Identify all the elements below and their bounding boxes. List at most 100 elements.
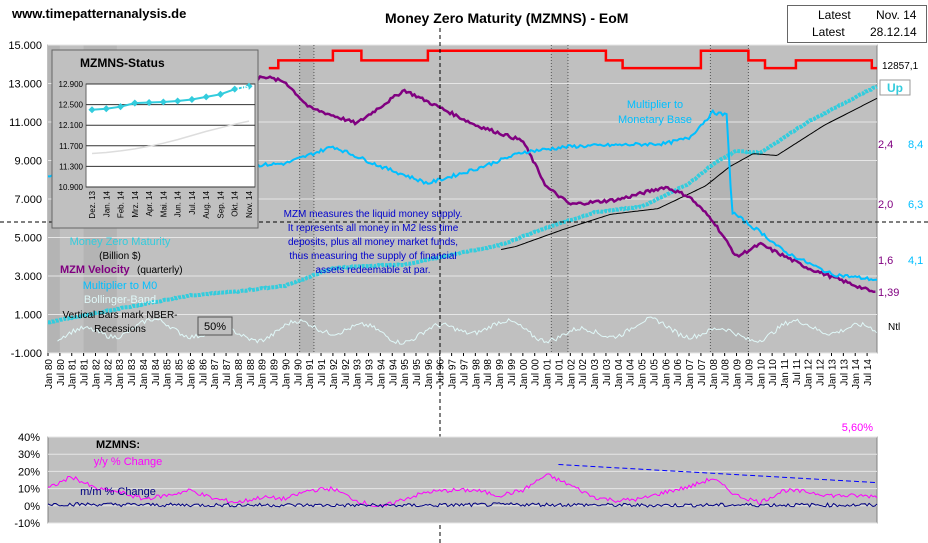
main-xtick-label: Jan 81 xyxy=(68,359,79,389)
inset-mzm-point xyxy=(174,97,182,105)
main-xtick-label: Jul 03 xyxy=(602,359,613,386)
inset-xtick-label: Okt. 14 xyxy=(231,190,240,216)
main-xtick-label: Jul 10 xyxy=(768,359,779,386)
inset-mzm-point xyxy=(145,99,153,107)
multiplier-label: Monetary Base xyxy=(618,114,692,126)
lower-plot-area xyxy=(47,436,878,524)
ntl-label: Ntl xyxy=(888,322,900,333)
main-xtick-label: Jul 02 xyxy=(578,359,589,386)
legend-mzm: Money Zero Maturity xyxy=(70,236,171,248)
main-xtick-label: Jul 97 xyxy=(459,359,470,386)
annotation-text: assets redeemable at par. xyxy=(315,265,430,276)
main-xtick-label: Jul 96 xyxy=(436,359,447,386)
main-xtick-label: Jul 06 xyxy=(673,359,684,386)
main-xtick-label: Jan 01 xyxy=(543,359,554,389)
main-xtick-label: Jan 87 xyxy=(210,359,221,389)
inset-xtick-label: Aug. 14 xyxy=(202,190,211,218)
main-xtick-label: Jul 94 xyxy=(388,359,399,386)
mom-series-line xyxy=(47,502,878,509)
main-xtick-label: Jul 85 xyxy=(175,359,186,386)
main-xtick-label: Jul 04 xyxy=(626,359,637,386)
main-xtick-label: Jan 88 xyxy=(234,359,245,389)
inset-mzm-point xyxy=(231,85,239,93)
inset-mzm-point xyxy=(88,106,96,114)
multiplier-label: Multiplier to xyxy=(627,99,683,111)
main-xtick-label: Jul 08 xyxy=(721,359,732,386)
main-xtick-label: Jan 04 xyxy=(614,359,625,389)
main-xtick-label: Jul 01 xyxy=(554,359,565,386)
annotation-text: deposits, plus all money market funds, xyxy=(288,237,458,248)
main-xtick-label: Jan 07 xyxy=(685,359,696,389)
latest-label-1: Latest xyxy=(818,8,851,22)
main-xtick-label: Jan 94 xyxy=(376,359,387,389)
bollinger-band-line xyxy=(57,316,877,345)
legend-velocity-suffix: (quarterly) xyxy=(137,265,183,276)
up-badge xyxy=(879,79,911,96)
main-xtick-label: Jan 93 xyxy=(353,359,364,389)
main-xtick-label: Jul 87 xyxy=(222,359,233,386)
main-xtick-label: Jan 99 xyxy=(495,359,506,389)
lower-ytick-label: 30% xyxy=(18,449,40,461)
main-xtick-label: Jan 05 xyxy=(638,359,649,389)
main-xtick-label: Jan 95 xyxy=(400,359,411,389)
yoy-series-line xyxy=(47,473,878,508)
main-xtick-label: Jan 02 xyxy=(566,359,577,389)
right-velocity-label: 1,6 xyxy=(878,255,893,267)
inset-xtick-label: Mai. 14 xyxy=(159,190,168,217)
yoy-trendline xyxy=(558,464,877,484)
main-ytick-label: 7.000 xyxy=(14,194,42,206)
main-xtick-label: Jul 81 xyxy=(80,359,91,386)
latest-value-2: 28.12.14 xyxy=(870,25,917,39)
pct-box xyxy=(197,316,233,336)
main-xtick-label: Jul 99 xyxy=(507,359,518,386)
inset-up-label: Up xyxy=(237,83,249,93)
legend-multiplier: Multiplier to M0 xyxy=(83,280,158,292)
main-xtick-label: Jan 98 xyxy=(471,359,482,389)
annotation-text: thus measuring the supply of financial xyxy=(289,251,456,262)
site-title: www.timepatternanalysis.de xyxy=(12,6,187,21)
main-xtick-label: Jan 90 xyxy=(281,359,292,389)
main-xtick-label: Jan 91 xyxy=(305,359,316,389)
latest-label-2: Latest xyxy=(812,25,845,39)
main-ytick-label: 1.000 xyxy=(14,310,42,322)
lower-label-title: MZMNS: xyxy=(96,439,140,451)
main-xtick-label: Jan 85 xyxy=(163,359,174,389)
main-ytick-label: 5.000 xyxy=(14,233,42,245)
legend-vbars-1: Vertical Bars mark NBER- xyxy=(62,310,177,321)
last-value-label: 12857,1 xyxy=(882,61,919,72)
legend-billion: (Billion $) xyxy=(99,251,141,262)
velocity-series-line xyxy=(251,75,876,294)
lower-last-yoy: 5,60% xyxy=(842,422,873,434)
main-xtick-label: Jul 09 xyxy=(744,359,755,386)
inset-mzm-point xyxy=(216,90,224,98)
main-xtick-label: Jan 13 xyxy=(827,359,838,389)
main-xtick-label: Jan 92 xyxy=(329,359,340,389)
main-xtick-label: Jan 06 xyxy=(661,359,672,389)
inset-mzm-point xyxy=(202,93,210,101)
inset-xtick-label: Feb. 14 xyxy=(117,190,126,218)
inset-xtick-label: Sep. 14 xyxy=(216,190,225,218)
main-xtick-label: Jan 09 xyxy=(733,359,744,389)
main-xtick-label: Jul 84 xyxy=(151,359,162,386)
main-xtick-label: Jul 11 xyxy=(792,359,803,385)
main-xtick-label: Jan 14 xyxy=(851,359,862,389)
inset-mzm-point xyxy=(117,103,125,111)
right-multiplier-label: 4,1 xyxy=(908,255,923,267)
inset-mzm-point xyxy=(102,105,110,113)
main-xtick-label: Jan 00 xyxy=(519,359,530,389)
main-xtick-label: Jan 82 xyxy=(91,359,102,389)
inset-xtick-label: Mrz. 14 xyxy=(131,190,140,217)
trend-line xyxy=(268,49,877,70)
chart-title: Money Zero Maturity (MZMNS) - EoM xyxy=(385,10,629,26)
inset-xtick-label: Apr. 14 xyxy=(145,190,154,216)
inset-mzm-point xyxy=(188,95,196,103)
main-xtick-label: Jul 90 xyxy=(293,359,304,386)
lower-ytick-label: -10% xyxy=(14,518,40,530)
mzm-trend-line xyxy=(501,97,878,250)
main-xtick-label: Jul 83 xyxy=(127,359,138,386)
inset-xtick-label: Jul. 14 xyxy=(188,190,197,214)
main-xtick-label: Jul 95 xyxy=(412,359,423,386)
right-multiplier-label: 6,3 xyxy=(908,199,923,211)
main-xtick-label: Jul 92 xyxy=(341,359,352,386)
